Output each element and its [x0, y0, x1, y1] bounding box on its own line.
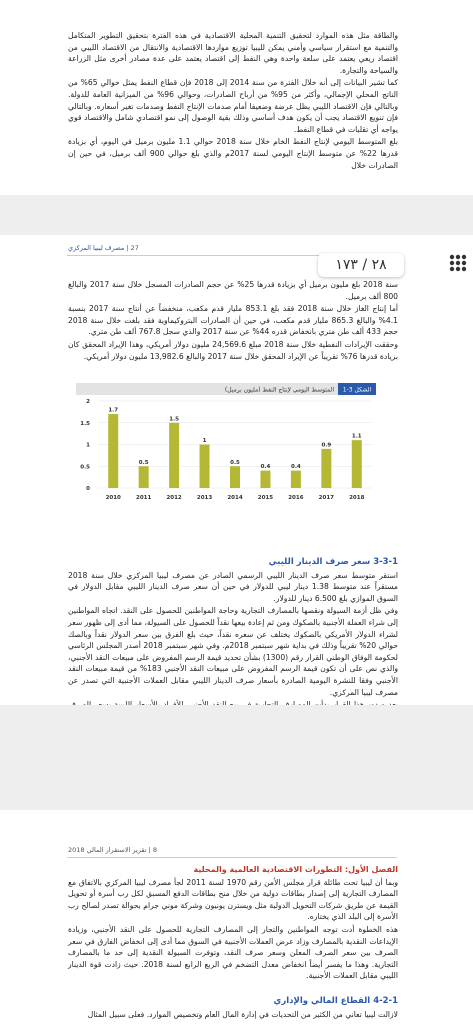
bar — [351, 440, 362, 488]
paragraph: بلغ المتوسط اليومي لإنتاج النفط الخام خل… — [68, 137, 399, 170]
figure-label-box — [338, 383, 376, 395]
header-text: تقرير الاستقرار المالي 2018 — [68, 846, 147, 854]
bar — [290, 470, 301, 488]
x-tick-label: 2012 — [166, 495, 181, 501]
bar — [169, 422, 180, 488]
x-tick-label: 2010 — [106, 495, 121, 501]
paragraph: وبما أن ليبيا تحت طائلة قرار مجلس الأمن … — [68, 877, 399, 922]
page-header: 8 | تقرير الاستقرار المالي 2018 — [68, 846, 157, 854]
y-tick-label: 1 — [86, 443, 90, 449]
paragraph: وحققت الإيرادات النفطية خلال سنة 2018 مب… — [68, 339, 398, 361]
figure-label: الشكل 3-1 — [343, 387, 372, 394]
paragraph: استقر متوسط سعر صرف الدينار الليبي الرسم… — [68, 570, 398, 603]
x-tick-label: 2018 — [349, 495, 364, 501]
bar — [260, 470, 271, 488]
body-text: سنة 2018 بلغ مليون برميل أي بزيادة قدرها… — [68, 279, 398, 363]
bar — [138, 466, 149, 488]
x-tick-label: 2014 — [227, 495, 242, 501]
x-tick-label: 2013 — [197, 495, 212, 501]
figure-header — [76, 383, 376, 395]
paragraph: هذه الخطوة أدت توجه المواطنين والتجار إل… — [68, 924, 398, 981]
page-number: 8 — [152, 846, 157, 854]
page-header: 27 | مصرف ليبيا المركزي — [68, 244, 139, 252]
body-text: الفصل الأول: التطورات الاقتصادية العالمي… — [68, 864, 398, 1021]
paragraph: والطاقة مثل هذه الموارد لتحقيق التنمية ا… — [68, 31, 398, 75]
section: 3-3-1 سعر صرف الدينار الليبي استقر متوسط … — [68, 557, 398, 705]
body-text: والطاقة مثل هذه الموارد لتحقيق التنمية ا… — [68, 30, 398, 172]
x-tick-label: 2011 — [136, 495, 151, 501]
value-label: 1.5 — [169, 416, 179, 422]
value-label: 0.5 — [230, 460, 240, 466]
paragraph: وفي ظل أزمة السيولة ونقصها بالمصارف التج… — [68, 606, 399, 697]
bar — [321, 448, 332, 488]
bar — [230, 466, 240, 488]
menu-icon[interactable] — [448, 253, 468, 273]
section-title: 3-3-1 سعر صرف الدينار الليبي — [268, 557, 398, 567]
page: 8 | تقرير الاستقرار المالي 2018 الفصل ال… — [0, 810, 473, 1024]
page-number: 27 — [130, 244, 139, 252]
x-tick-label: 2017 — [319, 495, 334, 501]
x-tick-label: 2015 — [258, 495, 273, 501]
bar — [199, 444, 210, 488]
paragraph: بعد صدور هذا القرار بدأت المصارف التجاري… — [68, 700, 398, 705]
page-indicator[interactable]: ٢٨ / ١٧٣ — [318, 253, 404, 277]
chart: الشكل 3-1 المتوسط اليومي لإنتاج النفط (م… — [76, 383, 376, 501]
paragraph: كما تشير البيانات إلى أنه خلال الفترة من… — [68, 78, 399, 134]
y-tick-label: 0 — [86, 486, 90, 492]
page: 27 | مصرف ليبيا المركزي ٢٨ / ١٧٣ سنة 201… — [0, 235, 473, 705]
header-rule — [67, 857, 397, 858]
paragraph: لازالت ليبيا تعاني من الكثير من التحديات… — [87, 1009, 398, 1019]
paragraph: أما إنتاج الغاز خلال سنة 2018 فقد بلغ 85… — [68, 304, 399, 337]
x-tick-label: 2016 — [288, 495, 303, 501]
header-rule — [67, 255, 397, 256]
paragraph: سنة 2018 بلغ مليون برميل أي بزيادة قدرها… — [68, 280, 399, 301]
page: والطاقة مثل هذه الموارد لتحقيق التنمية ا… — [0, 0, 473, 195]
value-label: 0.5 — [139, 460, 149, 466]
bar — [108, 414, 119, 488]
section-title: 4-2-1 القطاع المالي والإداري — [273, 995, 398, 1006]
value-label: 1 — [203, 438, 207, 444]
value-label: 0.4 — [291, 464, 301, 470]
header-text: مصرف ليبيا المركزي — [68, 244, 125, 252]
value-label: 0.9 — [321, 442, 331, 448]
chapter-title: الفصل الأول: التطورات الاقتصادية العالمي… — [193, 865, 398, 874]
value-label: 0.4 — [261, 464, 271, 470]
y-tick-label: 2 — [86, 399, 90, 405]
y-tick-label: 0.5 — [80, 464, 90, 470]
figure-title: المتوسط اليومي لإنتاج النفط (مليون برميل… — [225, 387, 334, 394]
value-label: 1.7 — [108, 408, 118, 414]
value-label: 1.1 — [352, 434, 362, 440]
y-tick-label: 1.5 — [80, 421, 90, 427]
